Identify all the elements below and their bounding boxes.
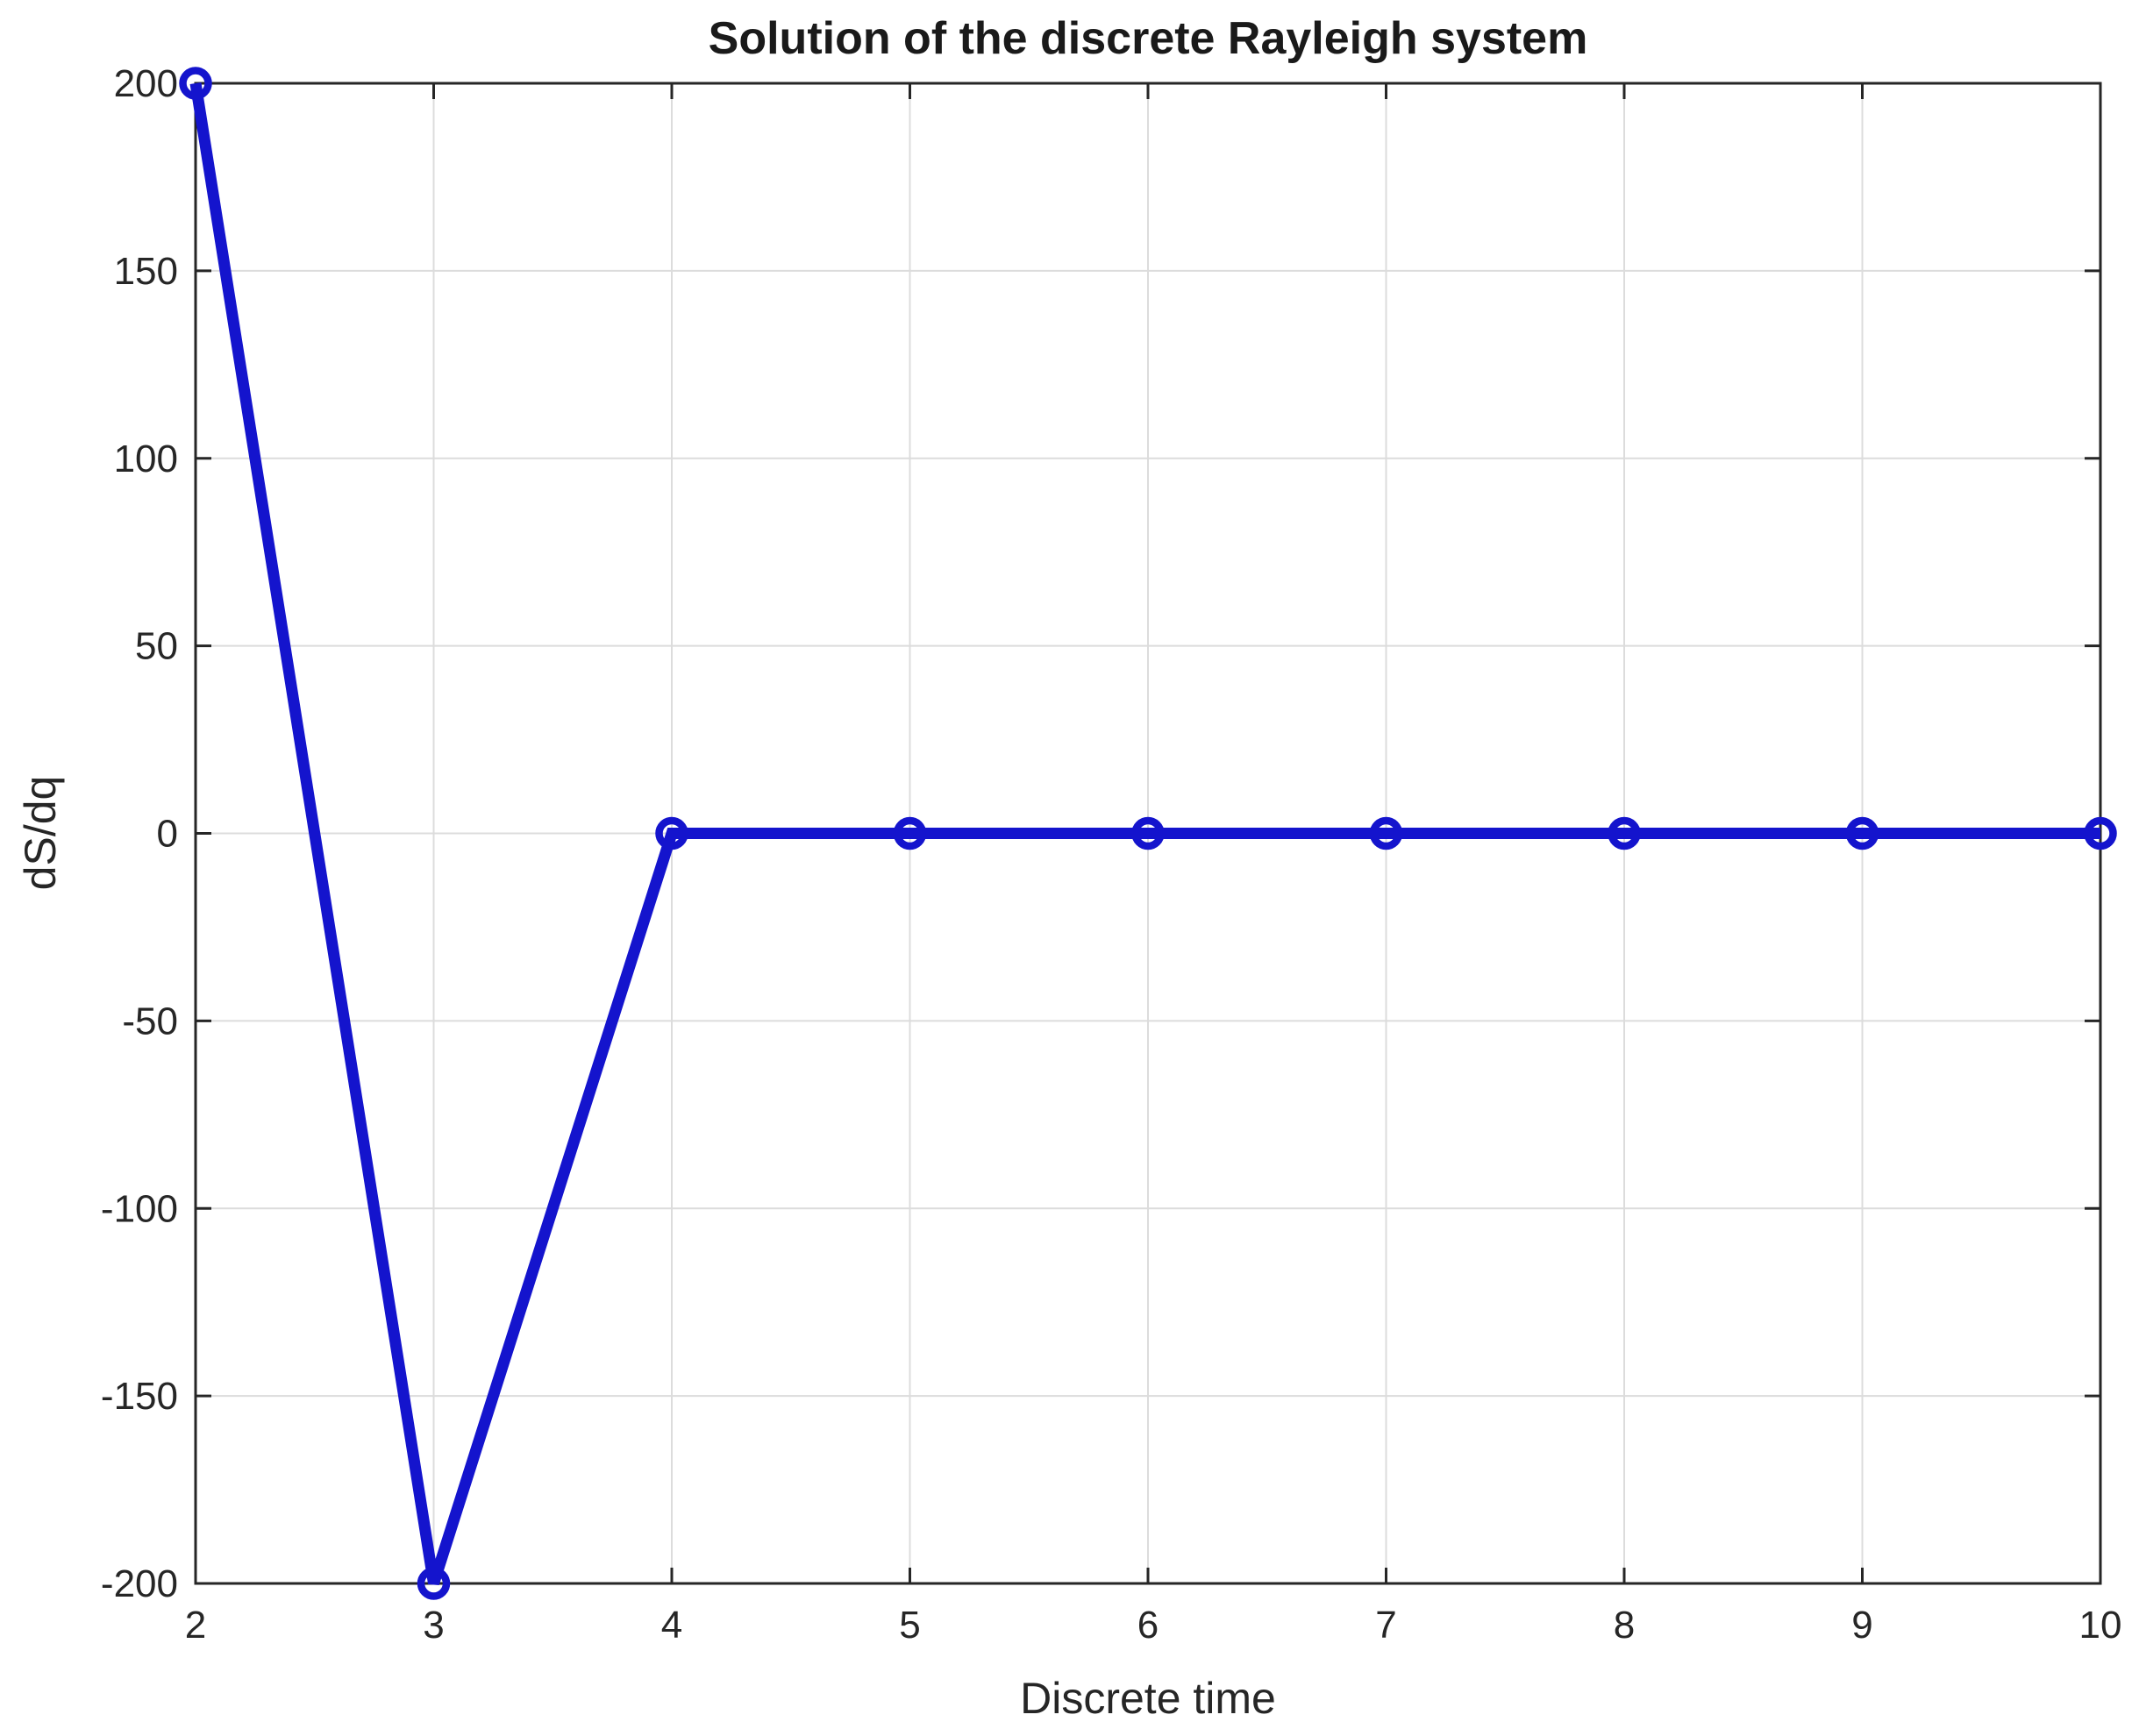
data-point-marker	[893, 816, 927, 850]
y-axis-label: dS/dq	[16, 775, 65, 891]
y-tick-label: 200	[114, 62, 178, 105]
data-point-marker	[1369, 816, 1403, 850]
x-axis-label: Discrete time	[1020, 1674, 1276, 1723]
x-tick-label: 3	[423, 1604, 444, 1647]
y-tick-label: 50	[135, 625, 178, 668]
x-tick-label: 8	[1614, 1604, 1635, 1647]
x-tick-label: 9	[1851, 1604, 1872, 1647]
y-tick-label: 100	[114, 438, 178, 480]
data-point-marker	[1608, 816, 1641, 850]
x-tick-label: 7	[1375, 1604, 1396, 1647]
data-point-marker	[1845, 816, 1879, 850]
x-tick-label: 5	[899, 1604, 920, 1647]
y-tick-label: -100	[101, 1187, 178, 1230]
y-tick-label: -50	[122, 1000, 178, 1042]
data-line	[189, 82, 2100, 1585]
y-tick-label: 150	[114, 250, 178, 293]
data-point-marker	[655, 816, 688, 850]
y-tick-label: -200	[101, 1562, 178, 1605]
data-point-marker	[1131, 816, 1165, 850]
x-tick-label: 4	[661, 1604, 682, 1647]
data-point-marker	[179, 67, 212, 100]
data-point-marker	[2084, 816, 2117, 850]
x-tick-label: 6	[1137, 1604, 1159, 1647]
x-tick-label: 2	[185, 1604, 206, 1647]
chart-title: Solution of the discrete Rayleigh system	[708, 13, 1588, 64]
data-point-marker	[417, 1567, 451, 1600]
y-tick-label: 0	[157, 813, 178, 856]
y-tick-label: -150	[101, 1375, 178, 1418]
x-tick-label: 10	[2079, 1604, 2122, 1647]
